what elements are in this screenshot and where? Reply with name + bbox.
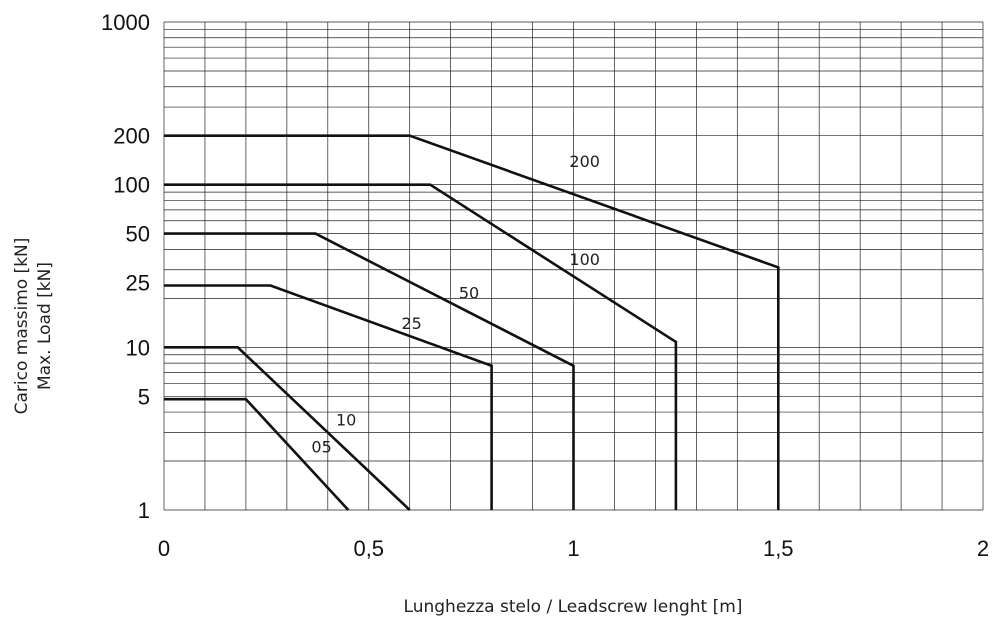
x-axis-title: Lunghezza stelo / Leadscrew lenght [m] [404, 597, 743, 617]
y-tick-label: 1 [138, 498, 150, 523]
x-tick-label: 2 [977, 536, 989, 561]
y-tick-label: 200 [113, 124, 150, 149]
curve-label-50: 50 [459, 283, 479, 302]
y-tick-label: 100 [113, 173, 150, 198]
y-tick-label: 1000 [101, 10, 150, 35]
curve-label-10: 10 [336, 411, 356, 430]
curve-label-05: 05 [311, 438, 331, 457]
curve-label-100: 100 [569, 250, 600, 269]
x-tick-label: 1,5 [763, 536, 794, 561]
x-axis-tick-labels: 0 0,5 1 1,5 2 [158, 536, 989, 561]
y-tick-label: 5 [138, 384, 150, 409]
x-tick-label: 1 [567, 536, 579, 561]
curve-label-200: 200 [569, 152, 600, 171]
x-tick-label: 0 [158, 536, 170, 561]
y-tick-label: 50 [126, 222, 150, 247]
curve-label-25: 25 [402, 314, 422, 333]
y-axis-tick-labels: 1 5 10 25 50 100 200 1000 [101, 10, 150, 523]
y-axis-title-line2: Max. Load [kN] [35, 262, 55, 390]
y-tick-label: 25 [126, 271, 150, 296]
y-axis-title-line1: Carico massimo [kN] [12, 238, 32, 415]
x-tick-label: 0,5 [353, 536, 384, 561]
y-tick-label: 10 [126, 335, 150, 360]
